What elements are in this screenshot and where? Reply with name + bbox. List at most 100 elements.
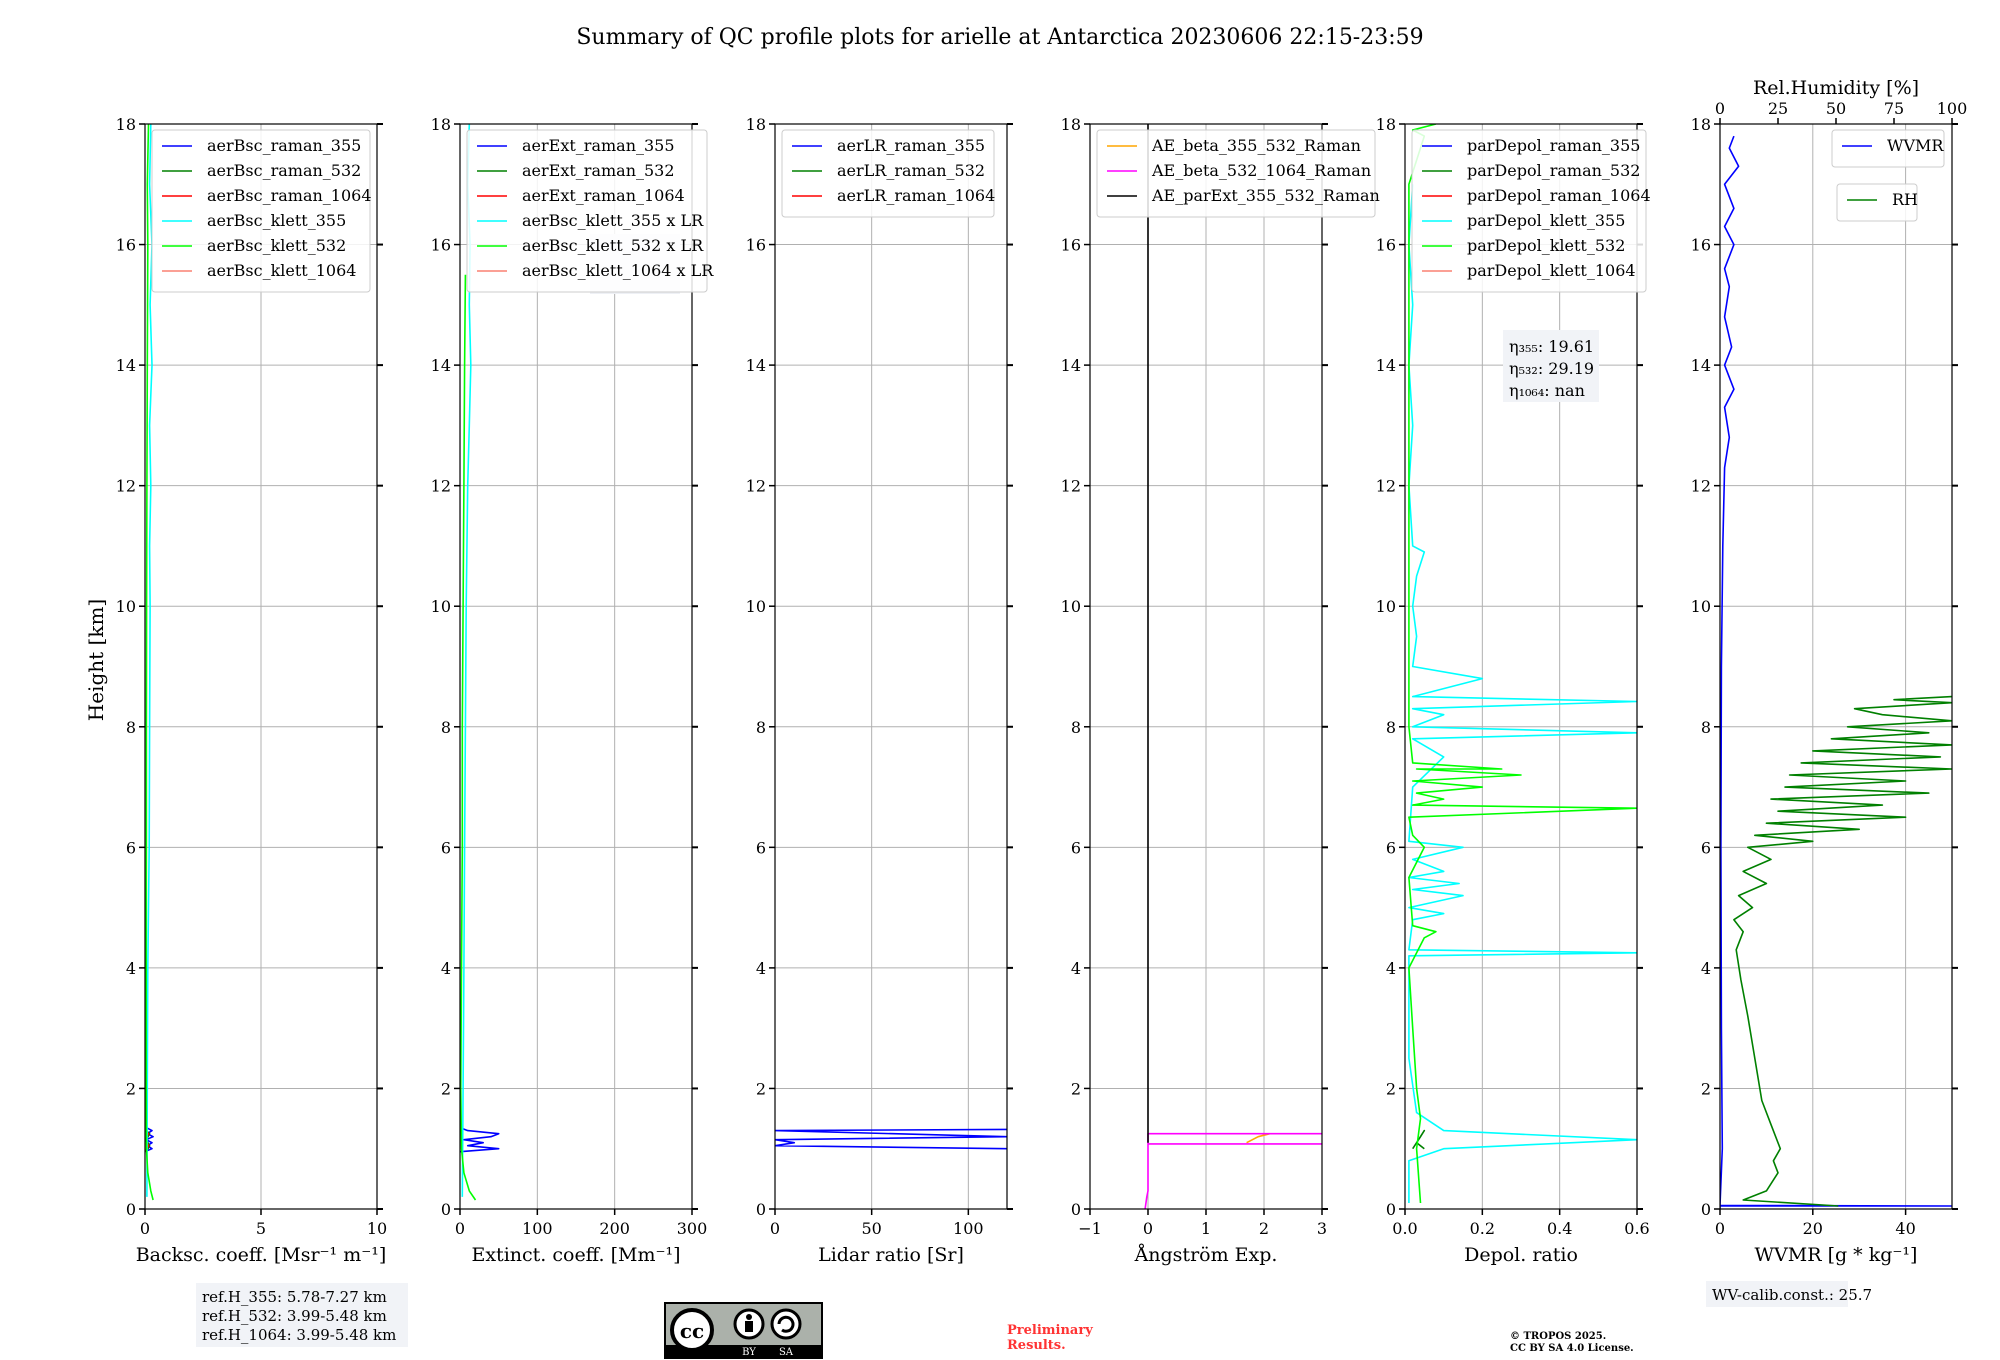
grid-wv	[1719, 123, 1952, 1210]
x-tick-label: 50	[861, 1219, 881, 1238]
grid-lr	[774, 123, 1007, 1210]
x-tick-label: −1	[1078, 1219, 1102, 1238]
y-tick-label: 10	[746, 597, 766, 616]
legend-wvmr: WVMR	[1831, 129, 1945, 168]
svg-text:cc: cc	[680, 1319, 704, 1343]
x-tick-label: 200	[599, 1219, 630, 1238]
y-tick-label: 8	[1071, 718, 1081, 737]
x-tick-label: 0.2	[1470, 1219, 1495, 1238]
panel-ext: 0 2 4 6 8 10 12 14 16 18 0 100 200 300 Extinct. coeff.…	[431, 115, 715, 1266]
series-line-depol-3	[1408, 184, 1637, 1203]
series-line-ext-4	[460, 274, 477, 1201]
y-tick-label: 10	[1691, 597, 1711, 616]
x-tick-label: 0.4	[1547, 1219, 1572, 1238]
y-tick-label: 2	[441, 1079, 451, 1098]
x-tick-label: 0.6	[1624, 1219, 1649, 1238]
axes-frame-lr	[774, 123, 1008, 1210]
y-tick-label: 16	[116, 236, 136, 255]
panel-bsc: 0 2 4 6 8 10 12 14 16 18 0 5 10 Backsc. coeff. [Msr⁻¹…	[116, 115, 388, 1266]
refh-532: ref.H_532: 3.99-5.48 km	[202, 1307, 387, 1325]
x-axis-label-ae: Ångström Exp.	[1134, 1244, 1278, 1266]
x-tick-label: 0	[770, 1219, 780, 1238]
series-line-ae-0	[1246, 1132, 1271, 1144]
x-axis-label-wv: WVMR [g * kg⁻¹]	[1755, 1244, 1918, 1266]
legend-label: aerExt_raman_532	[522, 161, 675, 180]
y-tick-label: 16	[1376, 236, 1396, 255]
panel-lr: 0 2 4 6 8 10 12 14 16 18 0 50 100 Lidar ratio [Sr] aer…	[746, 115, 1013, 1266]
y-tick-label: 14	[1061, 356, 1081, 375]
y-tick-label: 18	[1376, 115, 1396, 134]
y-tick-label: 4	[756, 959, 766, 978]
y-tick-label: 12	[1376, 477, 1396, 496]
legend-label: parDepol_klett_532	[1467, 236, 1625, 255]
legend-label: aerBsc_klett_355	[207, 211, 346, 230]
y-tick-label: 8	[1701, 718, 1711, 737]
y-tick-label: 0	[756, 1200, 766, 1219]
y-axis-label: Height [km]	[84, 599, 108, 721]
preliminary-label-2: Results.	[1007, 1338, 1066, 1353]
x-axis-label-depol: Depol. ratio	[1464, 1244, 1578, 1266]
wv-calib-text: WV-calib.const.: 25.7	[1712, 1286, 1872, 1304]
top-x-tick-label: 75	[1884, 99, 1904, 118]
legend-lr: aerLR_raman_355 aerLR_raman_532 aerLR_rama…	[781, 129, 995, 218]
y-tick-label: 8	[441, 718, 451, 737]
x-axis-label-bsc: Backsc. coeff. [Msr⁻¹ m⁻¹]	[136, 1244, 387, 1266]
legend-label: AE_beta_355_532_Raman	[1151, 136, 1361, 155]
legend-bsc: aerBsc_raman_355 aerBsc_raman_532 aerBsc_r…	[151, 129, 372, 293]
legend-depol: parDepol_raman_355 parDepol_raman_532 parD…	[1411, 129, 1651, 293]
svg-text:SA: SA	[779, 1347, 794, 1358]
x-axis-label-lr: Lidar ratio [Sr]	[818, 1244, 964, 1266]
series-ae	[1144, 124, 1322, 1209]
legend-label: parDepol_klett_355	[1467, 211, 1625, 230]
y-tick-label: 12	[1061, 477, 1081, 496]
x-tick-label: 3	[1317, 1219, 1327, 1238]
y-tick-label: 6	[126, 838, 136, 857]
legend-label: aerBsc_raman_1064	[207, 186, 372, 205]
legend-label: aerExt_raman_355	[522, 136, 675, 155]
y-tick-label: 2	[126, 1079, 136, 1098]
x-tick-label: 0	[1715, 1219, 1725, 1238]
y-tick-label: 6	[1701, 838, 1711, 857]
legend-ae: AE_beta_355_532_Raman AE_beta_532_1064_Ra…	[1096, 129, 1380, 218]
y-tick-label: 8	[756, 718, 766, 737]
legend-label: parDepol_raman_1064	[1467, 186, 1651, 205]
y-tick-label: 12	[116, 477, 136, 496]
eta-info-box: η₃₅₅: 19.61 η₅₃₂: 29.19 η₁₀₆₄: nan	[1503, 330, 1599, 402]
x-tick-label: 0	[140, 1219, 150, 1238]
legend-label: AE_parExt_355_532_Raman	[1151, 186, 1380, 205]
y-tick-label: 14	[116, 356, 136, 375]
x-tick-label: 0.0	[1392, 1219, 1417, 1238]
y-tick-label: 4	[1386, 959, 1396, 978]
y-tick-label: 14	[431, 356, 451, 375]
y-tick-label: 18	[1061, 115, 1081, 134]
y-tick-label: 4	[1071, 959, 1081, 978]
y-tick-label: 16	[431, 236, 451, 255]
legend-label: aerLR_raman_355	[837, 136, 985, 155]
y-tick-label: 18	[746, 115, 766, 134]
refh-1064: ref.H_1064: 3.99-5.48 km	[202, 1326, 396, 1344]
legend-label: aerBsc_klett_532	[207, 236, 346, 255]
legend-rh: RH	[1836, 183, 1918, 222]
legend-label: parDepol_raman_532	[1467, 161, 1640, 180]
y-tick-label: 12	[1691, 477, 1711, 496]
y-tick-label: 12	[746, 477, 766, 496]
series-lr	[775, 1128, 1007, 1150]
x-axis-label-ext: Extinct. coeff. [Mm⁻¹]	[471, 1244, 680, 1266]
legend-label: aerBsc_klett_1064 x LR	[522, 261, 714, 280]
y-tick-label: 12	[431, 477, 451, 496]
y-tick-label: 4	[1701, 959, 1711, 978]
cc-by-sa-badge: cc BY SA	[664, 1302, 823, 1359]
y-tick-label: 16	[746, 236, 766, 255]
legend-label: aerBsc_klett_532 x LR	[522, 236, 704, 255]
y-tick-label: 14	[1376, 356, 1396, 375]
y-tick-label: 10	[1061, 597, 1081, 616]
x-tick-label: 300	[677, 1219, 708, 1238]
y-tick-label: 0	[126, 1200, 136, 1219]
series-line-ae-1	[1144, 1132, 1322, 1209]
y-tick-label: 2	[1386, 1079, 1396, 1098]
refh-355: ref.H_355: 5.78-7.27 km	[202, 1288, 387, 1306]
refh-box: ref.H_355: 5.78-7.27 km ref.H_532: 3.99-…	[196, 1283, 408, 1347]
x-tick-label: 100	[522, 1219, 553, 1238]
legend-label: aerBsc_klett_355 x LR	[522, 211, 704, 230]
